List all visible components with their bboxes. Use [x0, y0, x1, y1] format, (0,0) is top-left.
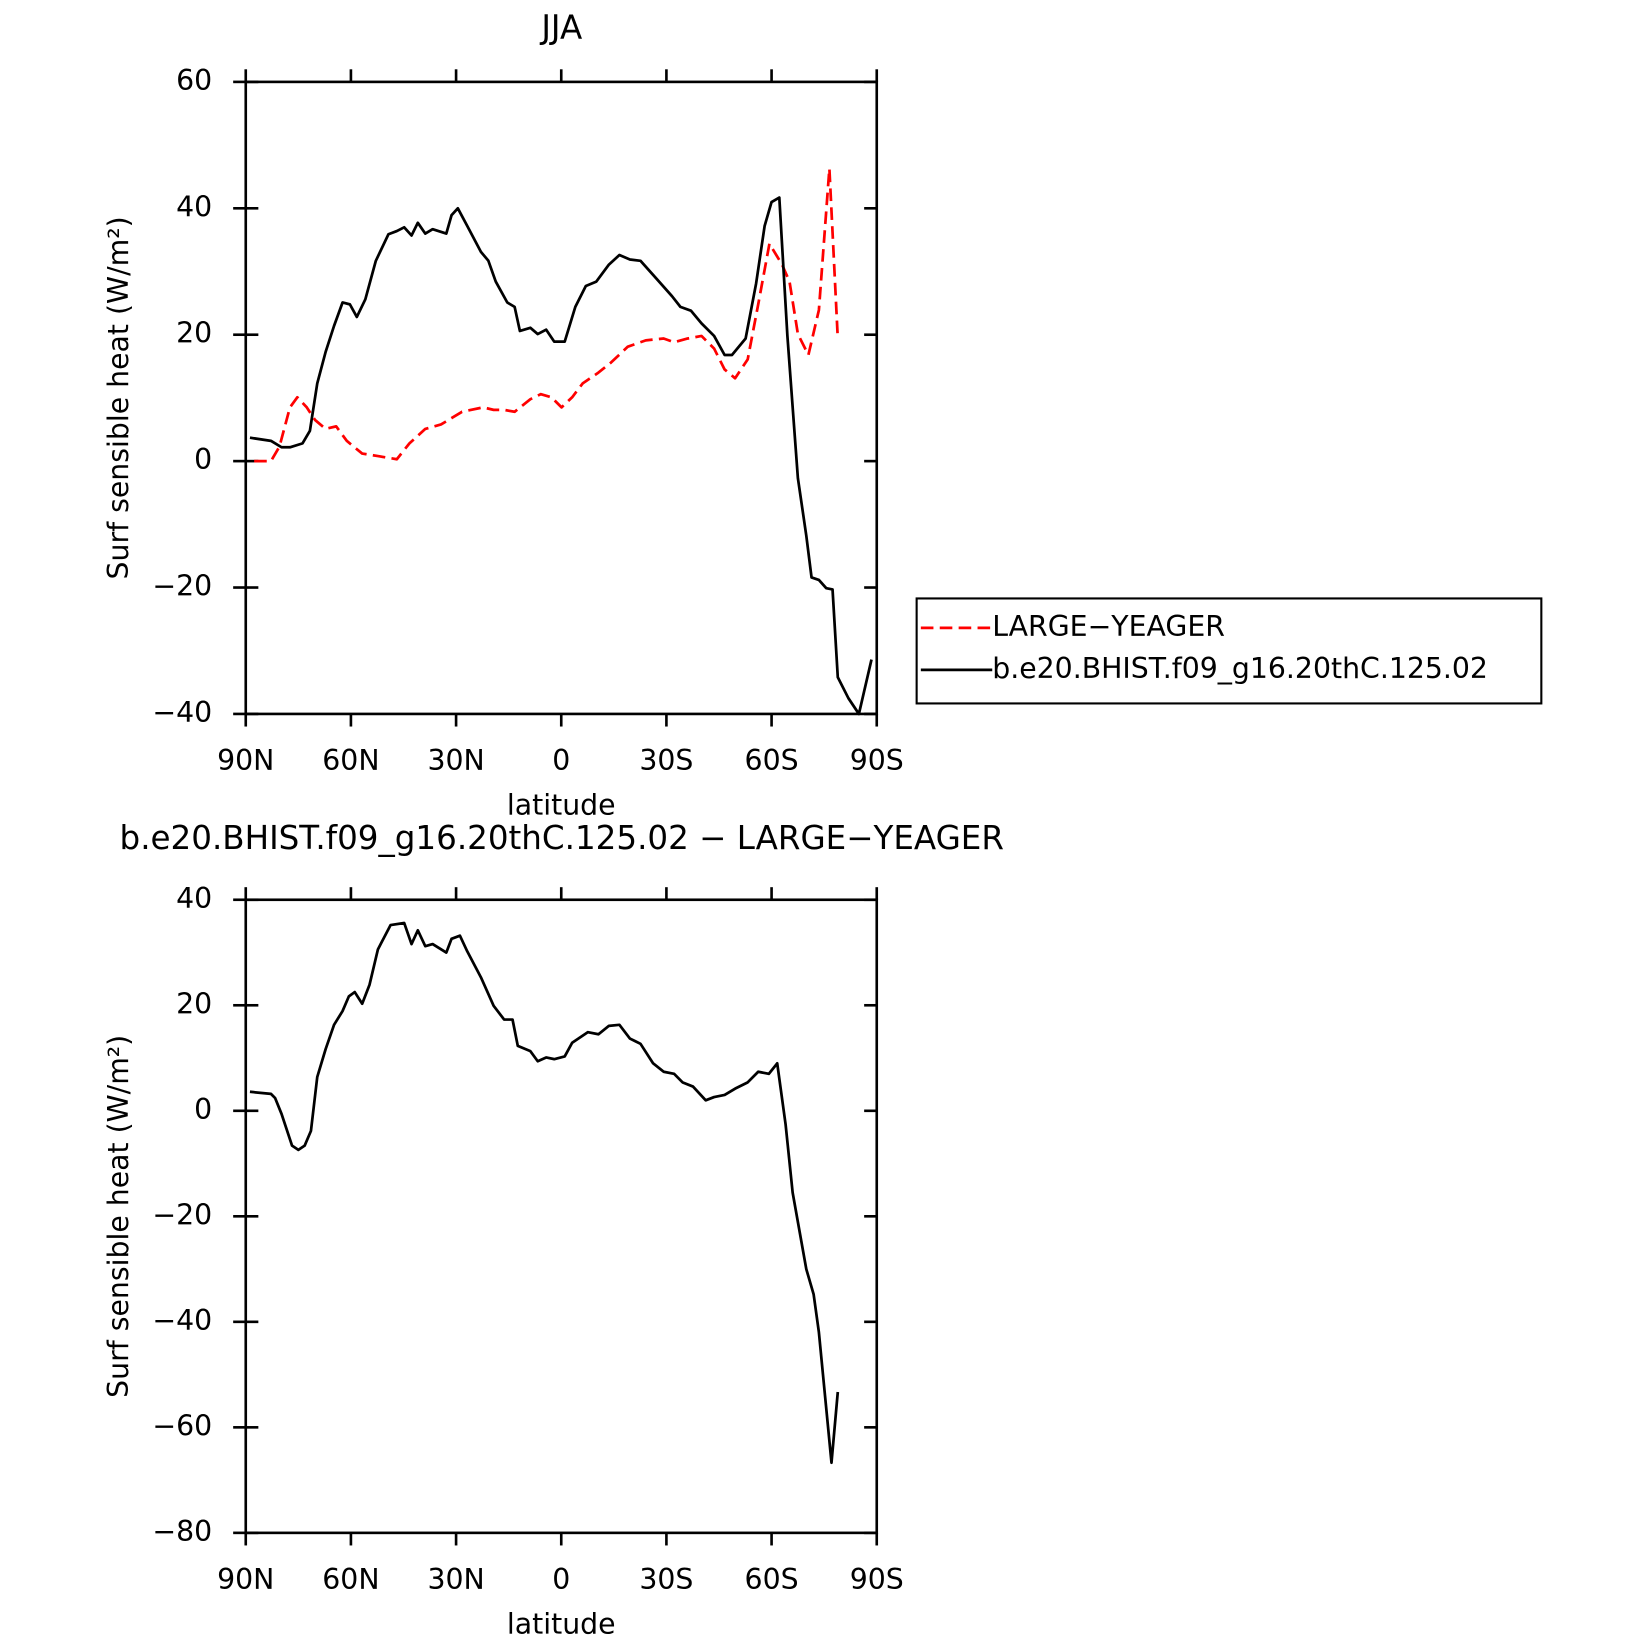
plot-frame: [244, 80, 879, 716]
y-tick-label: 40: [176, 190, 212, 223]
x-tick-label: 0: [552, 744, 570, 777]
y-tick-label: −40: [152, 696, 212, 729]
data-line: [249, 196, 873, 716]
y-tick-label: −60: [152, 1409, 212, 1442]
y-tick-label: −20: [152, 1198, 212, 1231]
y-tick-label: −80: [152, 1515, 212, 1548]
y-tick-label: −40: [152, 1304, 212, 1337]
y-axis-label: Surf sensible heat (W/m²): [102, 1035, 135, 1398]
y-tick-label: −20: [152, 570, 212, 603]
x-tick-label: 90N: [217, 744, 274, 777]
data-line: [249, 921, 840, 1465]
x-tick-label: 30N: [427, 1563, 484, 1596]
chart-title: JJA: [539, 8, 582, 46]
x-tick-label: 0: [552, 1563, 570, 1596]
x-axis-label: latitude: [507, 788, 616, 821]
x-tick-label: 60S: [745, 744, 799, 777]
x-tick-label: 90N: [217, 1563, 274, 1596]
x-axis-label: latitude: [507, 1607, 616, 1640]
x-tick-label: 30S: [639, 1563, 693, 1596]
chart-title: b.e20.BHIST.f09_g16.20thC.125.02 − LARGE…: [120, 819, 1004, 857]
legend-label: LARGE−YEAGER: [992, 610, 1225, 643]
plot-frame: [244, 898, 879, 1535]
x-tick-label: 90S: [850, 744, 904, 777]
y-tick-label: 40: [176, 882, 212, 915]
x-tick-label: 30S: [639, 744, 693, 777]
legend-box: [915, 597, 1543, 705]
y-tick-label: 0: [194, 443, 212, 476]
x-tick-label: 60N: [322, 1563, 379, 1596]
y-axis-label: Surf sensible heat (W/m²): [102, 216, 135, 579]
y-tick-label: 60: [176, 64, 212, 97]
legend-label: b.e20.BHIST.f09_g16.20thC.125.02: [992, 652, 1488, 685]
y-tick-label: 0: [194, 1093, 212, 1126]
y-tick-label: 20: [176, 317, 212, 350]
x-tick-label: 30N: [427, 744, 484, 777]
x-tick-label: 60S: [745, 1563, 799, 1596]
y-tick-label: 20: [176, 987, 212, 1020]
data-line: [254, 167, 840, 463]
x-tick-label: 60N: [322, 744, 379, 777]
x-tick-label: 90S: [850, 1563, 904, 1596]
